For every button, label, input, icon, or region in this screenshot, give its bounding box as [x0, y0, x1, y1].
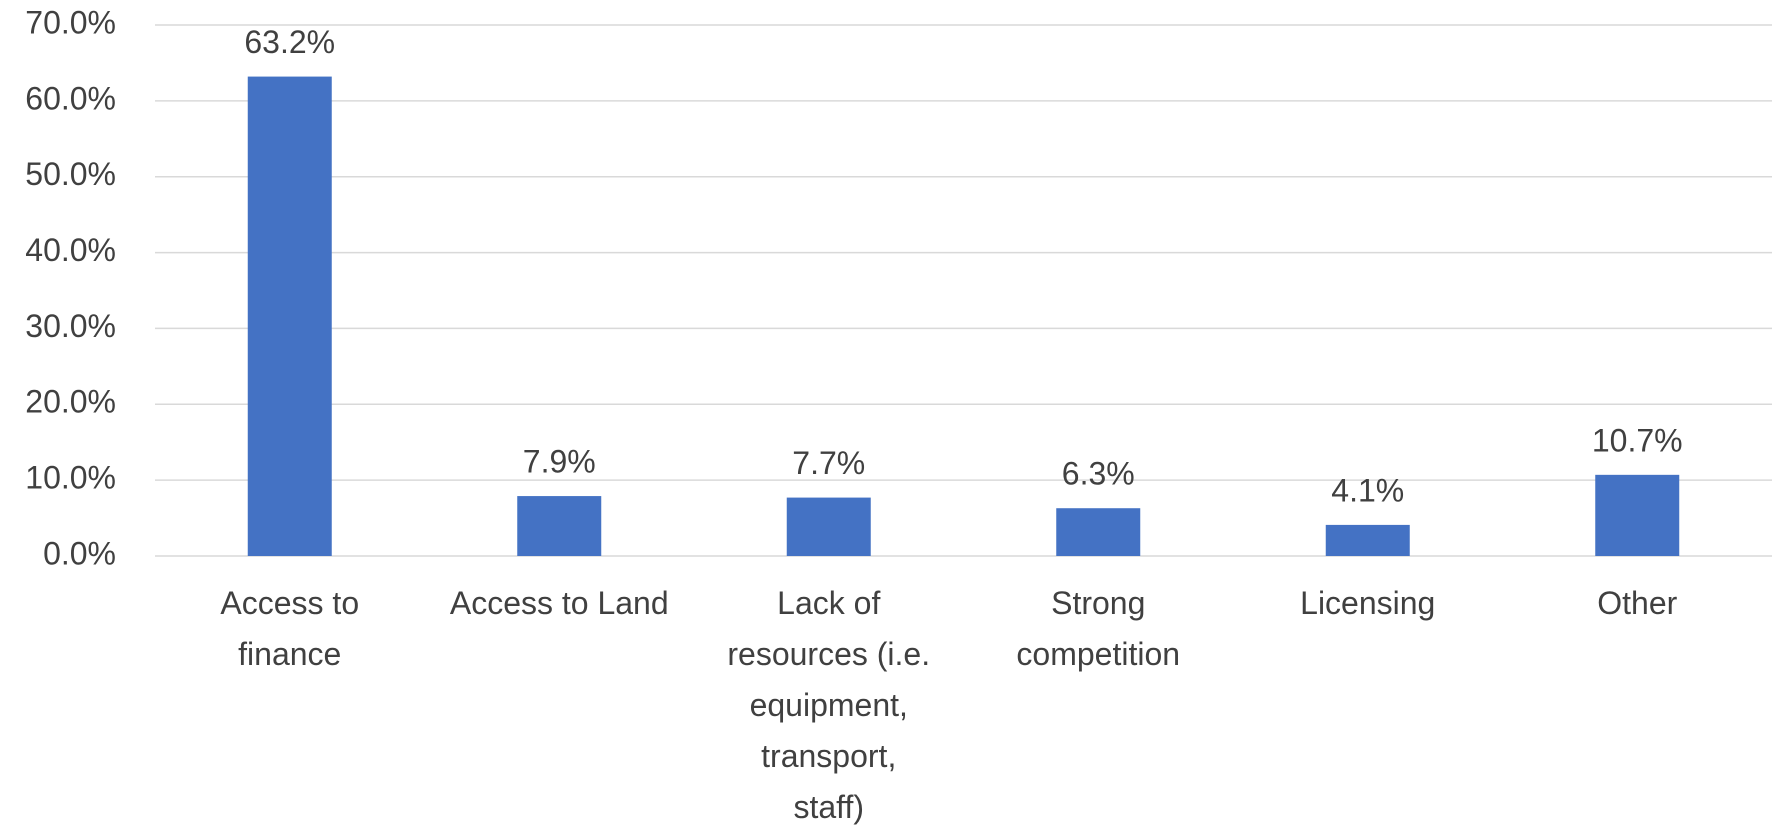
data-label: 4.1%: [1331, 472, 1404, 508]
bar: [517, 496, 602, 556]
x-tick-label: Strong competition: [1016, 585, 1181, 672]
y-tick-label: 70.0%: [25, 4, 116, 40]
y-tick-label: 40.0%: [25, 232, 116, 268]
y-tick-label: 20.0%: [25, 384, 116, 420]
x-tick-label: Lack of resources (i.e. equipment, trans…: [727, 585, 931, 825]
data-label: 63.2%: [244, 24, 335, 60]
x-tick-label: Access to Land: [449, 585, 669, 621]
bar: [247, 76, 332, 556]
bar: [1325, 524, 1410, 556]
y-tick-label: 10.0%: [25, 460, 116, 496]
x-tick-label: Access to finance: [220, 585, 360, 672]
y-tick-label: 0.0%: [43, 535, 116, 571]
bar: [1595, 474, 1680, 556]
data-label: 10.7%: [1592, 422, 1683, 458]
data-label: 7.7%: [792, 445, 865, 481]
bar: [786, 497, 871, 556]
y-tick-label: 30.0%: [25, 308, 116, 344]
x-tick-label: Other: [1597, 585, 1678, 621]
data-label: 7.9%: [523, 444, 596, 480]
x-tick-label: Licensing: [1300, 585, 1436, 621]
data-label: 6.3%: [1062, 456, 1135, 492]
y-tick-label: 60.0%: [25, 80, 116, 116]
bar: [1056, 508, 1141, 556]
y-tick-label: 50.0%: [25, 156, 116, 192]
